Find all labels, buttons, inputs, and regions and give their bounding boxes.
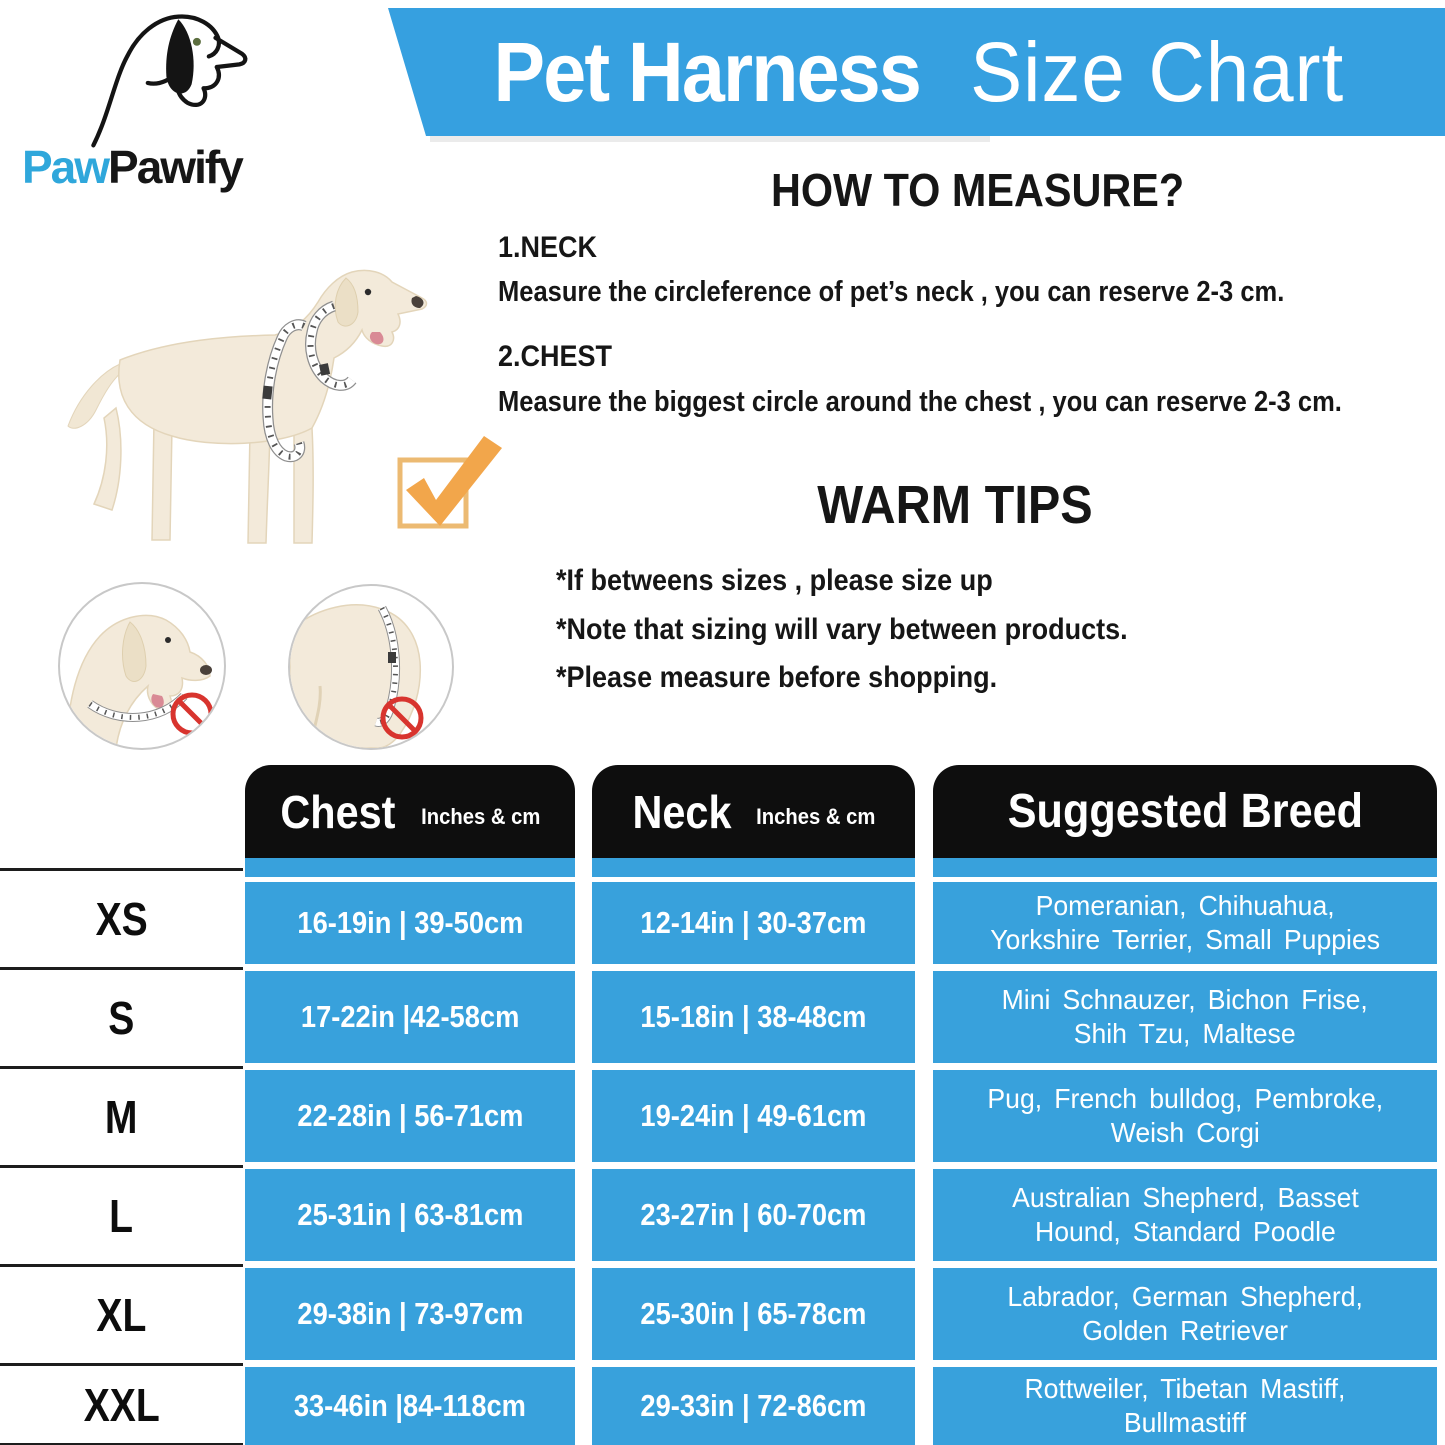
chest-header: Chest Inches & cm <box>245 765 575 858</box>
tip-2: *Note that sizing will vary between prod… <box>556 613 1128 646</box>
dog-measuring-photo <box>67 269 428 544</box>
logo-dog-ear <box>166 19 194 94</box>
banner-shadow <box>430 136 990 142</box>
size-column: XS S M L XL XXL <box>0 765 243 1445</box>
warm-tips-heading: WARM TIPS <box>817 475 1093 535</box>
breed-cell-xs: Pomeranian, Chihuahua, Yorkshire Terrier… <box>933 882 1437 964</box>
inset-dog-shoulder <box>290 604 424 748</box>
size-label-xxl: XXL <box>83 1378 160 1431</box>
size-label-xl: XL <box>96 1289 147 1341</box>
wrong-measure-inset-neck <box>58 582 226 750</box>
brand-name-left: Paw <box>22 141 110 193</box>
title-bold: Pet Harness <box>493 24 921 119</box>
neck-header-label: Neck <box>632 785 732 838</box>
chest-cell-l: 25-31in | 63-81cm <box>245 1169 575 1261</box>
step-neck-text: Measure the circleference of pet’s neck … <box>498 276 1285 308</box>
step-chest-text: Measure the biggest circle around the ch… <box>498 386 1342 418</box>
title-light: Size Chart <box>970 24 1345 119</box>
size-label-m: M <box>105 1091 138 1143</box>
neck-cell-xl: 25-30in | 65-78cm <box>592 1268 915 1360</box>
checkmark-icon <box>397 436 502 529</box>
inset-dog-head <box>65 614 214 748</box>
wrong-measure-inset-shoulder <box>288 584 454 750</box>
neck-cell-xs: 12-14in | 30-37cm <box>592 882 915 964</box>
no-symbol-icon <box>170 692 214 736</box>
chest-cell-xl: 29-38in | 73-97cm <box>245 1268 575 1360</box>
neck-header-units: Inches & cm <box>755 803 876 829</box>
breed-cell-s: Mini Schnauzer, Bichon Frise, Shih Tzu, … <box>933 971 1437 1063</box>
size-label-l: L <box>109 1190 134 1242</box>
logo-dog-icon <box>91 14 248 148</box>
chest-cell-m: 22-28in | 56-71cm <box>245 1070 575 1162</box>
breed-cell-xl: Labrador, German Shepherd, Golden Retrie… <box>933 1268 1437 1360</box>
size-label-s: S <box>108 992 135 1044</box>
neck-cell-l: 23-27in | 60-70cm <box>592 1169 915 1261</box>
size-label-xs: XS <box>95 893 148 945</box>
breed-cell-m: Pug, French bulldog, Pembroke, Weish Cor… <box>933 1070 1437 1162</box>
step-neck-label: 1.NECK <box>498 231 598 264</box>
title-banner: Pet Harness Size Chart <box>388 8 1445 136</box>
neck-cell-xxl: 29-33in | 72-86cm <box>592 1367 915 1445</box>
chest-header-units: Inches & cm <box>421 803 541 829</box>
breed-header: Suggested Breed <box>933 765 1437 858</box>
chest-cell-xs: 16-19in | 39-50cm <box>245 882 575 964</box>
neck-header: Neck Inches & cm <box>592 765 915 858</box>
no-symbol-icon <box>380 696 424 740</box>
step-chest-label: 2.CHEST <box>498 340 613 373</box>
neck-cell-s: 15-18in | 38-48cm <box>592 971 915 1063</box>
tip-1: *If betweens sizes , please size up <box>556 564 993 597</box>
how-to-measure-heading: HOW TO MEASURE? <box>771 164 1185 216</box>
breed-column: Suggested Breed Pomeranian, Chihuahua, Y… <box>933 765 1437 1445</box>
neck-tape-measure <box>305 300 357 391</box>
breed-header-label: Suggested Breed <box>1007 785 1363 838</box>
neck-column: Neck Inches & cm 12-14in | 30-37cm 15-18… <box>592 765 915 1445</box>
brand-name-right: Pawify <box>108 141 244 193</box>
brand-name: PawPawify <box>22 140 244 194</box>
chest-tape-measure <box>262 319 307 463</box>
breed-cell-xxl: Rottweiler, Tibetan Mastiff, Bullmastiff <box>933 1367 1437 1445</box>
chest-cell-s: 17-22in |42-58cm <box>245 971 575 1063</box>
neck-cell-m: 19-24in | 49-61cm <box>592 1070 915 1162</box>
chest-cell-xxl: 33-46in |84-118cm <box>245 1367 575 1445</box>
tip-3: *Please measure before shopping. <box>556 661 998 694</box>
size-table: XS S M L XL XXL Chest Inches & cm 16-19i… <box>0 765 1445 1445</box>
dog-legs <box>92 406 314 544</box>
chest-header-label: Chest <box>280 785 396 838</box>
breed-cell-l: Australian Shepherd, Basset Hound, Stand… <box>933 1169 1437 1261</box>
chest-column: Chest Inches & cm 16-19in | 39-50cm 17-2… <box>245 765 575 1445</box>
